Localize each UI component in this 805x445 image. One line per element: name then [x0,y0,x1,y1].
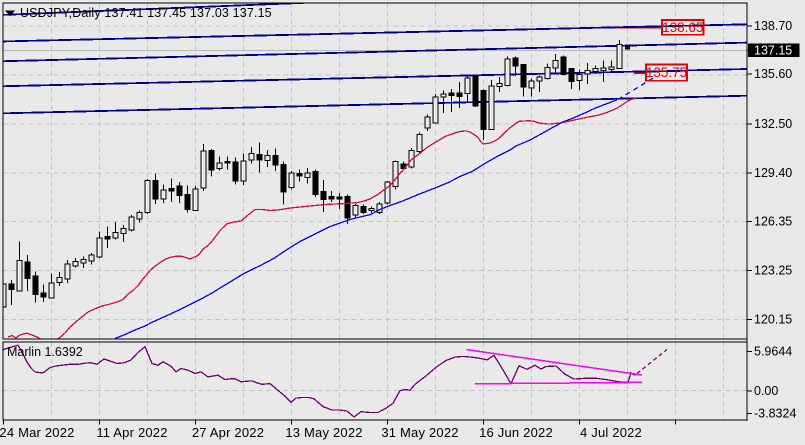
svg-text:-3.8324: -3.8324 [754,407,796,421]
svg-text:5.9644: 5.9644 [754,345,792,359]
svg-text:24 Mar 2022: 24 Mar 2022 [0,425,75,440]
svg-text:31 May 2022: 31 May 2022 [381,425,458,440]
svg-text:120.15: 120.15 [754,312,792,326]
svg-text:4 Jul 2022: 4 Jul 2022 [580,425,642,440]
svg-text:USDJPY,Daily 137.41 137.45 13: USDJPY,Daily 137.41 137.45 137.03 137.15 [20,6,272,20]
svg-text:135.60: 135.60 [754,67,792,81]
svg-text:0.00: 0.00 [754,384,778,398]
svg-text:132.50: 132.50 [754,117,792,131]
svg-text:138.70: 138.70 [754,19,792,33]
svg-text:13 May 2022: 13 May 2022 [285,425,362,440]
svg-text:129.40: 129.40 [754,166,792,180]
svg-text:Marlin 1.6392: Marlin 1.6392 [7,345,83,359]
svg-text:11 Apr 2022: 11 Apr 2022 [96,425,167,440]
svg-text:123.25: 123.25 [754,263,792,277]
svg-text:126.35: 126.35 [754,215,792,229]
svg-text:16 Jun 2022: 16 Jun 2022 [479,425,553,440]
svg-text:137.15: 137.15 [754,43,792,57]
svg-text:135.75: 135.75 [646,65,687,80]
svg-text:138.65: 138.65 [662,20,703,35]
svg-text:27 Apr 2022: 27 Apr 2022 [192,425,264,440]
